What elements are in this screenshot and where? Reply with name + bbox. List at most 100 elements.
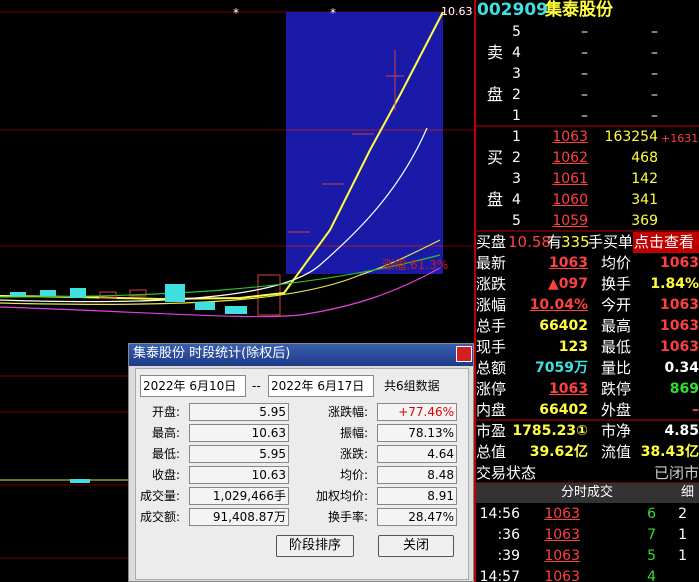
tick-volume: 5 <box>647 548 656 564</box>
button-label[interactable]: 阶段排序 <box>288 538 341 553</box>
date-input[interactable] <box>140 375 246 397</box>
dialog-label: 成交量: <box>139 489 180 503</box>
stat-value: 1063 <box>660 318 699 334</box>
dialog-label: 换手率: <box>327 510 368 524</box>
ticks-header: 细 <box>681 485 695 500</box>
dialog-value: 91,408.87万 <box>212 510 286 524</box>
sell-volume: – <box>651 87 658 103</box>
buy-price: 1059 <box>552 213 588 229</box>
sell-volume: – <box>651 45 658 61</box>
close-dialog-button[interactable] <box>378 535 454 557</box>
stat-label: 均价 <box>601 254 632 272</box>
dialog-value: 8.91 <box>427 489 454 503</box>
stat-label: 涨停 <box>476 380 507 398</box>
value-box <box>189 445 289 463</box>
price-label: 10.63 <box>441 5 473 18</box>
dialog-label: 涨跌幅: <box>327 405 368 419</box>
sell-volume: – <box>651 66 658 82</box>
stat-label: 最高 <box>601 317 632 335</box>
stat-value: 7059万 <box>535 360 588 376</box>
end-date: 2022年 6月17日 <box>271 379 365 393</box>
stat-value: 10.04% <box>529 297 588 313</box>
level: 2 <box>512 150 521 166</box>
sell-volume: – <box>651 24 658 40</box>
stat-value: ▲097 <box>548 276 588 292</box>
buy-volume: 468 <box>631 150 658 166</box>
stat-value: 1785.23① <box>512 423 588 439</box>
tick-time: 14:57 <box>479 569 520 582</box>
tick-count: 1 <box>678 548 687 564</box>
buy-price: 1063 <box>552 129 588 145</box>
sell-price: – <box>581 24 588 40</box>
stat-label: 总值 <box>476 443 507 461</box>
close-button[interactable] <box>456 346 472 362</box>
value-box <box>189 508 289 526</box>
date-input[interactable] <box>268 375 374 397</box>
dialog-value: 28.47% <box>408 510 454 524</box>
value-box <box>189 403 289 421</box>
stat-label: 最新 <box>476 254 507 272</box>
dialog-title: 集泰股份 时段统计(除权后) <box>133 346 291 361</box>
dialog-label: 涨跌: <box>339 447 368 461</box>
sort-button[interactable] <box>276 535 354 557</box>
buy-notice: 买盘 <box>476 233 507 251</box>
dialog-value: 4.64 <box>427 447 454 461</box>
ticks-header: 分时成交 <box>560 485 613 500</box>
stat-value: 0.34 <box>664 360 699 376</box>
dialog-value: 8.48 <box>427 468 454 482</box>
buy-volume: 341 <box>631 192 658 208</box>
dialog-label: 最高: <box>151 426 180 440</box>
buy-price: 1060 <box>552 192 588 208</box>
dialog-label: 均价: <box>339 468 368 482</box>
stat-value: 38.43亿 <box>640 444 699 460</box>
stat-label: 市盈 <box>476 422 507 440</box>
tick-count: 1 <box>678 527 687 543</box>
value-box <box>189 466 289 484</box>
stat-value: 39.62亿 <box>529 444 588 460</box>
stat-value: 1.84% <box>650 276 699 292</box>
stat-value: 869 <box>669 381 699 397</box>
buy-notice: 有 <box>547 233 563 251</box>
dialog-value: 5.95 <box>259 405 286 419</box>
buy-extra: +163131 <box>661 132 699 145</box>
stat-label: 跌停 <box>601 380 632 398</box>
value-box <box>377 466 457 484</box>
start-date: 2022年 6月10日 <box>143 379 237 393</box>
stat-value: 1063 <box>660 339 699 355</box>
dialog-label: 振幅: <box>339 426 368 440</box>
tick-volume: 6 <box>647 506 656 522</box>
stock-name: 集泰股份 <box>545 0 613 20</box>
notice-button-bg <box>633 232 699 253</box>
tick-time: :36 <box>497 527 520 543</box>
button-label[interactable]: 关闭 <box>402 538 429 553</box>
svg-text:*: * <box>330 6 336 20</box>
buy-volume: 369 <box>631 213 658 229</box>
stat-value: 66402 <box>539 402 588 418</box>
buy-price: 1061 <box>552 171 588 187</box>
buy-notice: 10.58 <box>508 233 551 251</box>
change-label: 涨幅:61.3% <box>382 258 449 272</box>
svg-text:*: * <box>233 6 239 20</box>
buy-notice: 335 <box>561 233 590 251</box>
trade-status-label: 交易状态 <box>476 464 537 482</box>
dialog-label: 成交额: <box>139 510 180 524</box>
level: 3 <box>512 66 521 82</box>
dialog-value: 78.13% <box>408 426 454 440</box>
tick-price: 1063 <box>544 548 580 564</box>
stat-label: 最低 <box>601 338 632 356</box>
stat-label: 换手 <box>601 275 632 293</box>
tick-header-bg <box>476 483 699 503</box>
level: 1 <box>512 129 521 145</box>
sell-price: – <box>581 45 588 61</box>
value-box <box>377 508 457 526</box>
stat-label: 涨幅 <box>476 296 507 314</box>
buy-notice: 手买单 <box>588 233 634 251</box>
stat-label: 总手 <box>476 317 507 335</box>
stat-label: 总额 <box>476 359 507 377</box>
stat-value: 1063 <box>549 381 588 397</box>
buy-notice[interactable]: 点击查看 <box>634 233 695 251</box>
tick-time: 14:56 <box>479 506 520 522</box>
buy-label: 买 <box>487 148 504 167</box>
